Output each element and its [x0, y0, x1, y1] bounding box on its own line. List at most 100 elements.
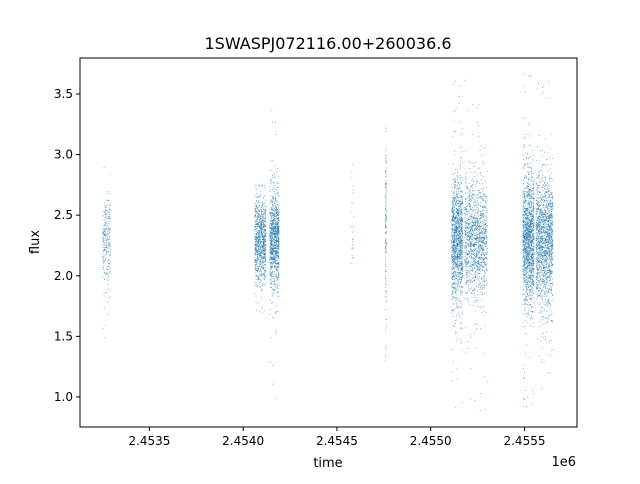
data-point [455, 216, 457, 218]
data-point [486, 248, 488, 249]
data-point [259, 244, 261, 246]
data-point [485, 229, 486, 230]
data-point [272, 223, 273, 225]
data-point [472, 293, 474, 295]
data-point [385, 162, 387, 164]
data-point [458, 234, 460, 236]
data-point [272, 208, 274, 210]
data-point [259, 230, 261, 231]
data-point [452, 211, 453, 213]
data-point [269, 249, 271, 251]
data-point [257, 250, 259, 251]
data-point [476, 213, 478, 214]
data-point [483, 260, 484, 261]
data-point [474, 217, 475, 219]
data-point [256, 219, 258, 220]
data-point [451, 236, 453, 238]
data-point [270, 238, 272, 240]
data-point [456, 257, 458, 258]
data-point [256, 270, 257, 271]
data-point [273, 230, 275, 232]
data-point [276, 268, 278, 270]
data-point [262, 268, 264, 270]
data-point [464, 234, 466, 236]
data-point [485, 241, 487, 242]
data-point [473, 267, 475, 269]
data-point [454, 240, 455, 241]
data-point [385, 242, 386, 244]
data-point [460, 266, 462, 268]
data-point [261, 245, 263, 247]
data-point [475, 276, 477, 278]
data-point [255, 237, 256, 238]
data-point [458, 237, 459, 239]
data-point [256, 211, 258, 213]
data-point [263, 254, 265, 255]
data-point [484, 224, 485, 226]
data-point [275, 252, 277, 253]
data-point [466, 222, 468, 223]
data-point [278, 245, 279, 247]
data-point [485, 196, 486, 198]
data-point [481, 241, 483, 243]
data-point [478, 125, 480, 126]
data-point [465, 262, 467, 264]
data-point [472, 253, 474, 255]
data-point [273, 227, 275, 229]
data-point [453, 278, 455, 280]
data-point [469, 189, 471, 191]
data-point [103, 211, 105, 212]
data-point [453, 256, 455, 258]
data-point [454, 262, 456, 264]
data-point [455, 333, 457, 335]
data-point [480, 226, 482, 227]
data-point [478, 263, 480, 265]
data-point [269, 261, 271, 263]
data-point [459, 317, 461, 318]
data-point [471, 185, 473, 186]
data-point [278, 223, 279, 225]
data-point [274, 247, 276, 249]
data-point [385, 271, 386, 272]
data-point [255, 211, 257, 213]
data-point [454, 232, 456, 234]
data-point [453, 274, 455, 276]
data-point [460, 237, 461, 239]
data-point [454, 238, 456, 240]
data-point [457, 194, 458, 196]
data-point [452, 298, 453, 300]
data-point [461, 203, 463, 205]
data-point [385, 226, 386, 227]
data-point [465, 201, 467, 202]
data-point [471, 222, 473, 223]
data-point [473, 289, 475, 291]
data-point [478, 219, 480, 221]
data-point [472, 209, 474, 210]
data-point [451, 275, 453, 277]
data-point [456, 278, 458, 280]
data-point [257, 226, 258, 227]
data-point [263, 244, 264, 245]
data-point [261, 221, 263, 223]
data-point [461, 232, 463, 234]
data-point [470, 227, 471, 229]
data-point [270, 258, 271, 260]
data-point [257, 302, 259, 304]
data-point [474, 244, 476, 246]
data-point [107, 229, 109, 230]
data-point [459, 195, 461, 197]
data-point [469, 196, 471, 198]
data-point [271, 241, 273, 242]
data-point [467, 272, 469, 274]
data-point [273, 245, 275, 247]
data-point [462, 250, 463, 251]
data-point [263, 236, 265, 238]
data-point [277, 270, 279, 272]
data-point [260, 226, 262, 228]
data-point [474, 280, 476, 282]
data-point [270, 231, 272, 233]
data-point [462, 245, 464, 246]
data-point [272, 259, 273, 261]
data-point [481, 217, 482, 218]
data-point [278, 266, 280, 268]
